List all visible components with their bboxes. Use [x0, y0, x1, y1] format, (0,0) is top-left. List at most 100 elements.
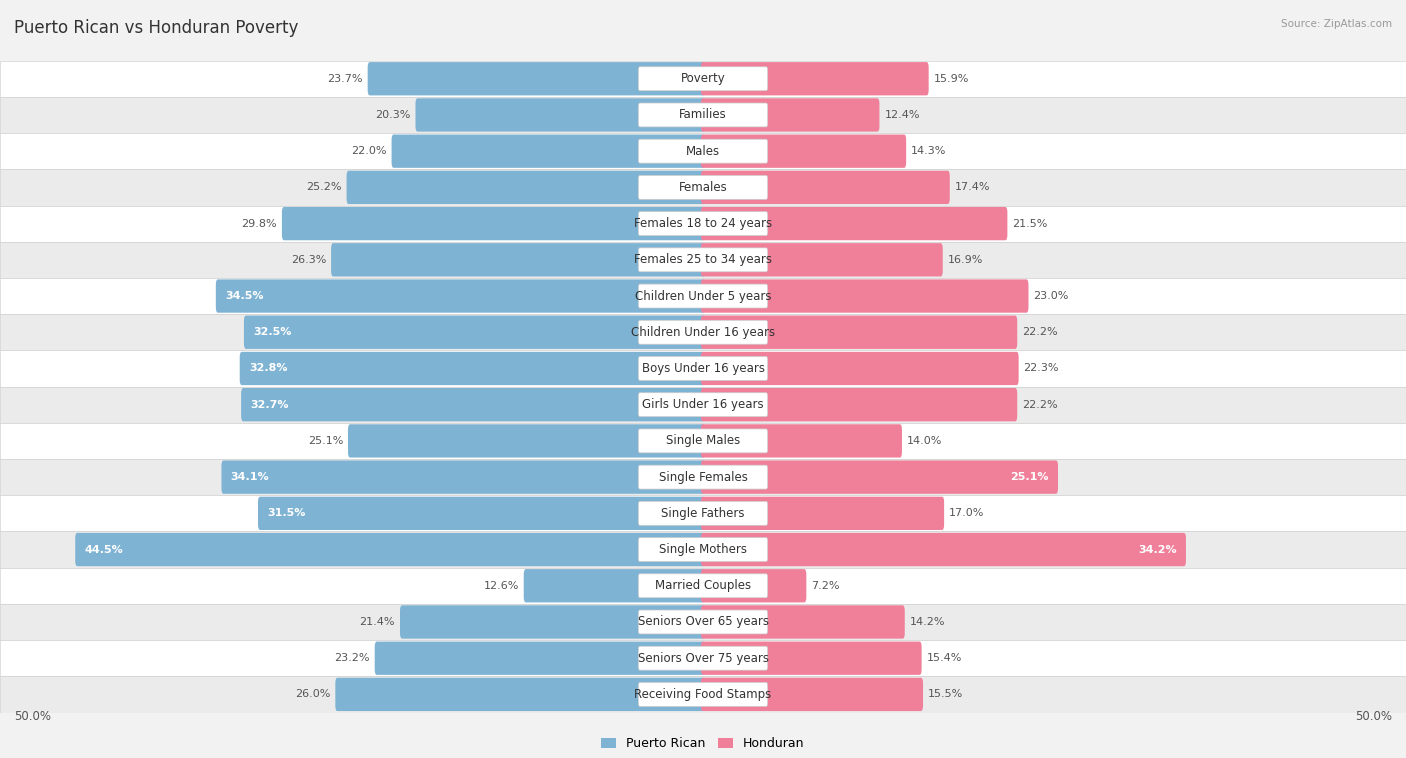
Text: Females 25 to 34 years: Females 25 to 34 years [634, 253, 772, 266]
Bar [0, 205, 1406, 242]
FancyBboxPatch shape [638, 647, 768, 670]
FancyBboxPatch shape [700, 678, 922, 711]
Text: Children Under 5 years: Children Under 5 years [634, 290, 772, 302]
Text: 32.5%: 32.5% [253, 327, 291, 337]
Text: 7.2%: 7.2% [811, 581, 839, 590]
FancyBboxPatch shape [332, 243, 706, 277]
FancyBboxPatch shape [281, 207, 706, 240]
Text: Single Fathers: Single Fathers [661, 507, 745, 520]
Text: 23.7%: 23.7% [328, 74, 363, 83]
Text: Children Under 16 years: Children Under 16 years [631, 326, 775, 339]
Text: 15.9%: 15.9% [934, 74, 969, 83]
Bar [0, 604, 1406, 640]
Bar [0, 568, 1406, 604]
FancyBboxPatch shape [638, 501, 768, 525]
Text: 29.8%: 29.8% [242, 218, 277, 229]
Text: 32.8%: 32.8% [249, 364, 287, 374]
Bar [0, 640, 1406, 676]
Text: Married Couples: Married Couples [655, 579, 751, 592]
FancyBboxPatch shape [638, 356, 768, 381]
Text: 31.5%: 31.5% [267, 509, 305, 518]
Text: 21.5%: 21.5% [1012, 218, 1047, 229]
Text: 23.0%: 23.0% [1033, 291, 1069, 301]
Text: Males: Males [686, 145, 720, 158]
Text: 25.1%: 25.1% [308, 436, 343, 446]
FancyBboxPatch shape [700, 171, 950, 204]
Bar [0, 423, 1406, 459]
FancyBboxPatch shape [700, 62, 929, 96]
Text: 15.4%: 15.4% [927, 653, 962, 663]
Text: 44.5%: 44.5% [84, 544, 124, 555]
FancyBboxPatch shape [700, 424, 903, 458]
Text: Single Males: Single Males [666, 434, 740, 447]
Text: 32.7%: 32.7% [250, 399, 288, 409]
FancyBboxPatch shape [259, 496, 706, 530]
FancyBboxPatch shape [638, 610, 768, 634]
Text: Puerto Rican vs Honduran Poverty: Puerto Rican vs Honduran Poverty [14, 19, 298, 37]
Bar [0, 97, 1406, 133]
FancyBboxPatch shape [638, 465, 768, 489]
Text: Poverty: Poverty [681, 72, 725, 85]
Text: 20.3%: 20.3% [375, 110, 411, 120]
FancyBboxPatch shape [700, 315, 1018, 349]
FancyBboxPatch shape [700, 207, 1008, 240]
Text: 34.2%: 34.2% [1139, 544, 1177, 555]
Bar [0, 314, 1406, 350]
Legend: Puerto Rican, Honduran: Puerto Rican, Honduran [596, 732, 810, 755]
FancyBboxPatch shape [700, 388, 1018, 421]
FancyBboxPatch shape [638, 321, 768, 344]
Text: 16.9%: 16.9% [948, 255, 983, 265]
FancyBboxPatch shape [700, 606, 905, 639]
FancyBboxPatch shape [638, 284, 768, 308]
Text: Single Females: Single Females [658, 471, 748, 484]
FancyBboxPatch shape [638, 211, 768, 236]
Text: Girls Under 16 years: Girls Under 16 years [643, 398, 763, 411]
FancyBboxPatch shape [401, 606, 706, 639]
FancyBboxPatch shape [349, 424, 706, 458]
FancyBboxPatch shape [638, 175, 768, 199]
FancyBboxPatch shape [638, 393, 768, 417]
Text: 22.2%: 22.2% [1022, 399, 1057, 409]
Text: Single Mothers: Single Mothers [659, 543, 747, 556]
FancyBboxPatch shape [76, 533, 704, 566]
Bar [0, 169, 1406, 205]
Text: Females 18 to 24 years: Females 18 to 24 years [634, 217, 772, 230]
Bar [0, 61, 1406, 97]
Text: Females: Females [679, 181, 727, 194]
FancyBboxPatch shape [245, 315, 704, 349]
Bar [0, 350, 1406, 387]
FancyBboxPatch shape [222, 460, 704, 493]
Text: 25.2%: 25.2% [307, 183, 342, 193]
Text: 21.4%: 21.4% [360, 617, 395, 627]
FancyBboxPatch shape [700, 243, 942, 277]
FancyBboxPatch shape [638, 537, 768, 562]
Text: 17.4%: 17.4% [955, 183, 990, 193]
FancyBboxPatch shape [700, 533, 1187, 566]
FancyBboxPatch shape [336, 678, 706, 711]
FancyBboxPatch shape [638, 248, 768, 272]
FancyBboxPatch shape [700, 134, 907, 168]
Text: 23.2%: 23.2% [335, 653, 370, 663]
FancyBboxPatch shape [347, 171, 706, 204]
Text: 14.2%: 14.2% [910, 617, 945, 627]
Bar [0, 133, 1406, 169]
Text: 50.0%: 50.0% [14, 709, 51, 723]
FancyBboxPatch shape [240, 352, 704, 385]
FancyBboxPatch shape [368, 62, 706, 96]
FancyBboxPatch shape [638, 682, 768, 706]
Text: Receiving Food Stamps: Receiving Food Stamps [634, 688, 772, 701]
FancyBboxPatch shape [217, 280, 704, 313]
Text: Boys Under 16 years: Boys Under 16 years [641, 362, 765, 375]
FancyBboxPatch shape [638, 67, 768, 91]
Bar [0, 459, 1406, 495]
Text: 15.5%: 15.5% [928, 690, 963, 700]
Text: 22.2%: 22.2% [1022, 327, 1057, 337]
Text: 12.4%: 12.4% [884, 110, 920, 120]
FancyBboxPatch shape [700, 569, 807, 603]
FancyBboxPatch shape [638, 429, 768, 453]
Text: 34.5%: 34.5% [225, 291, 263, 301]
Text: Families: Families [679, 108, 727, 121]
FancyBboxPatch shape [524, 569, 706, 603]
FancyBboxPatch shape [700, 99, 880, 132]
Text: 50.0%: 50.0% [1355, 709, 1392, 723]
